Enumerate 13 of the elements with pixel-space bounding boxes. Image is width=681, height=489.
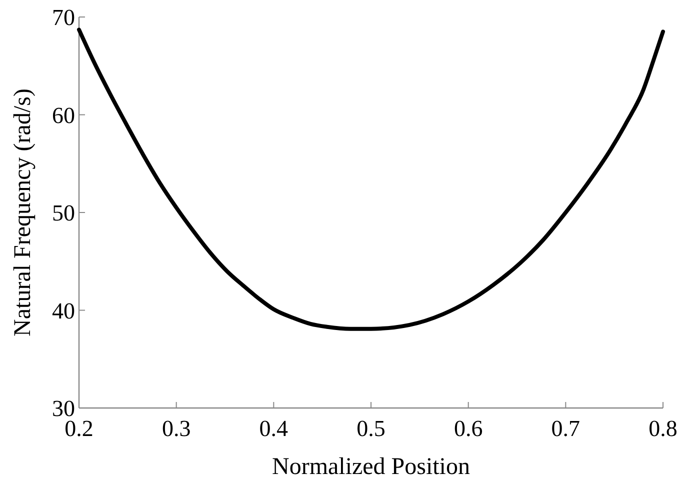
y-axis-title: Natural Frequency (rad/s) — [10, 88, 36, 336]
y-tick-label: 60 — [52, 102, 75, 128]
x-tick-label: 0.6 — [454, 416, 483, 441]
y-tick-label: 70 — [52, 5, 75, 30]
line-series — [77, 28, 665, 331]
x-tick-label: 0.3 — [162, 416, 191, 441]
x-tick-label: 0.7 — [551, 416, 580, 441]
x-tick-label: 0.8 — [648, 416, 678, 441]
y-tick-label: 40 — [52, 298, 75, 324]
x-tick-label: 0.5 — [356, 416, 386, 441]
x-axis-title: Normalized Position — [272, 454, 470, 480]
y-tick-label: 50 — [52, 200, 75, 226]
x-tick-label: 0.4 — [259, 416, 289, 441]
